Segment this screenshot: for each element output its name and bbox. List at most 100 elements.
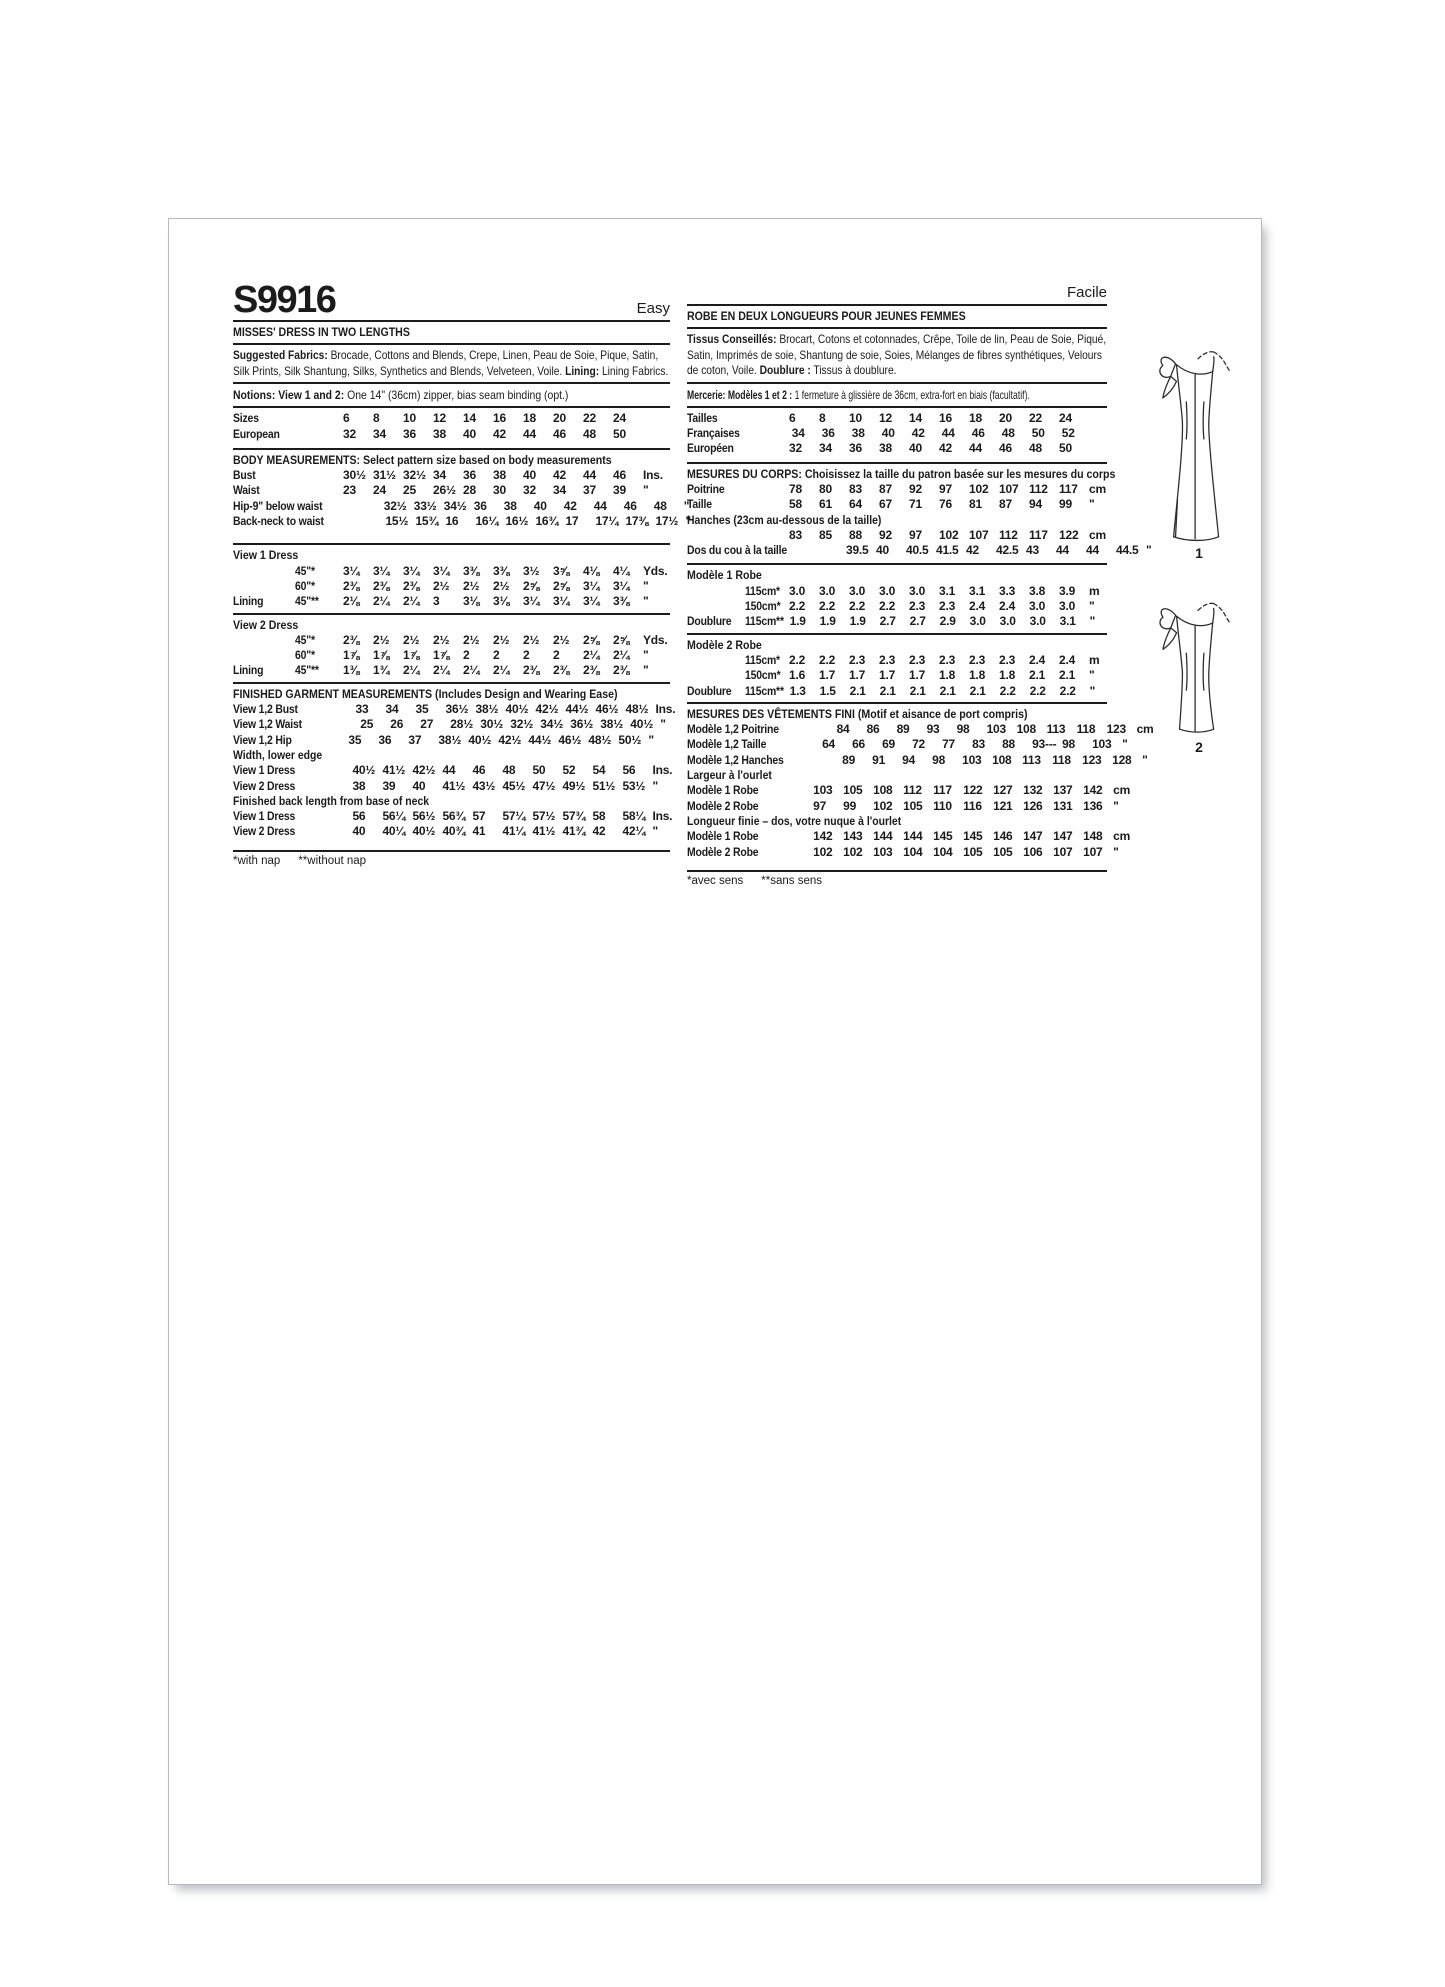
view1-heading-en: View 1 Dress (233, 548, 670, 563)
cell-value: 36 (821, 426, 835, 441)
cell-value: 77 (942, 737, 956, 752)
cell-value: 42 (965, 543, 979, 558)
cell-value: 2⅜ (403, 578, 420, 593)
cell-value: 3¼ (343, 563, 360, 578)
finished-measurements-heading-en: FINISHED GARMENT MEASUREMENTS (Includes … (233, 687, 670, 702)
cell-value: 1.8 (939, 668, 956, 683)
cell-value: 41¼ (502, 824, 526, 839)
row-label: Françaises (687, 426, 748, 441)
row-sublabel (304, 763, 352, 778)
row-label-text: Lining (233, 663, 264, 678)
cell-value: 147 (1053, 829, 1073, 844)
unit-label: " (1089, 683, 1096, 698)
view2-heading-en-text: View 2 Dress (233, 617, 299, 632)
cell-value: 35 (415, 702, 429, 717)
cell-value: 142 (1083, 783, 1103, 798)
finished-measurements-table-en: View 1,2 Bust 33 34 35 36½ 38½ 40½ 42½ 44½ 46½ 48½… (233, 702, 676, 840)
cell-value: 2.9 (939, 614, 956, 629)
cell-value: 40¾ (442, 824, 466, 839)
view2-yardage-table-en: 45"* 2⅜ 2½ 2½ 2½ 2½ 2½ 2½ 2½ 2⅝ 2⅝ Yds. 60"* 1⅞ 1⅞ 1⅞ 1⅞… (233, 633, 670, 679)
cell-value: 127 (993, 783, 1013, 798)
cell-value: 38 (851, 426, 865, 441)
cell-value: 47½ (532, 778, 556, 793)
cell-value: 3.0 (849, 583, 866, 598)
cell-value: 107 (969, 527, 989, 542)
divider (233, 543, 670, 546)
row-label-text: Modèle 1 Robe (687, 829, 759, 844)
unit-label: Ins. (655, 702, 676, 717)
cell-value: 3 (433, 594, 440, 609)
cell-value: 17⅜ (625, 514, 649, 529)
notions-lead-en: Notions: View 1 and 2: (233, 388, 345, 403)
cell-value: 1.7 (819, 668, 836, 683)
cell-value: 48 (583, 426, 596, 441)
unit-label: m (1089, 652, 1100, 667)
cell-value: 2.2 (819, 652, 836, 667)
cell-value: 2.3 (879, 652, 896, 667)
cell-value: 3¼ (403, 563, 420, 578)
table-row: Modèle 1,2 Taille 64 66 69 72 77 83 88 93--- 98 10… (687, 737, 1128, 752)
cell-value: 25 (403, 483, 416, 498)
cell-value: 3.0 (909, 583, 926, 598)
cell-value: 83 (972, 737, 986, 752)
row-label-text: Taille (687, 497, 712, 512)
row-label (687, 668, 745, 683)
row-sublabel (312, 717, 360, 732)
row-sublabel (745, 497, 789, 512)
cell-value: 117 (1059, 481, 1078, 496)
cell-value: 2.1 (969, 683, 986, 698)
cell-value: 2⅜ (553, 663, 570, 678)
cell-value: 44 (442, 763, 456, 778)
table-subheading-text: Longueur finie – dos, votre nuque à l'ou… (687, 813, 902, 828)
cell-value: 4¼ (613, 563, 630, 578)
table-row: Modèle 1 Robe 103 105 108 112 117 122 127 132 137… (687, 783, 1130, 798)
table-row: View 1,2 Waist 25 26 27 28½ 30½ 32½ 34½ 36½ 38½ 40… (233, 717, 670, 732)
cell-value: 40 (881, 426, 895, 441)
cell-value: 40 (909, 441, 922, 456)
cell-value: 102 (969, 481, 989, 496)
cell-value: 102 (813, 844, 833, 859)
cell-value: 52 (562, 763, 576, 778)
garment-title-en: MISSES' DRESS IN TWO LENGTHS (233, 325, 670, 340)
cell-value: 17½ (655, 514, 679, 529)
garment-title-fr-text: ROBE EN DEUX LONGUEURS POUR JEUNES FEMME… (687, 309, 966, 323)
cell-value: 3¼ (613, 578, 630, 593)
cell-value: 93 (926, 722, 940, 737)
lining-lead-fr: Doublure : (759, 363, 811, 378)
cell-value: 40 (523, 468, 536, 483)
cell-value: 44 (583, 468, 596, 483)
cell-value: 2.2 (1059, 683, 1076, 698)
divider (687, 632, 1107, 635)
row-label-text: Modèle 2 Robe (687, 844, 759, 859)
dress-back-view-2-illustration (1159, 602, 1230, 733)
row-label: View 1 Dress (233, 809, 304, 824)
cell-value: 126 (1023, 798, 1043, 813)
unit-label: cm (1136, 722, 1154, 737)
cell-value: 48½ (625, 702, 649, 717)
row-label (687, 653, 745, 668)
cell-value: 42 (592, 824, 606, 839)
row-label-text: View 2 Dress (233, 778, 296, 793)
divider (233, 343, 670, 346)
cell-value: 3¼ (373, 563, 390, 578)
cell-value: 58¼ (622, 809, 646, 824)
cell-value: 2.4 (1059, 652, 1076, 667)
cell-value: 3.3 (999, 583, 1016, 598)
row-sublabel (304, 824, 352, 839)
table-row: 45"* 3¼ 3¼ 3¼ 3¼ 3⅜ 3⅜ 3½ 3⅝ 4⅛ 4¼ Yds. (233, 564, 670, 579)
divider (233, 447, 670, 450)
row-sublabel: 150cm* (745, 668, 789, 683)
row-sublabel: 150cm* (745, 599, 789, 614)
table-subheading-row: Width, lower edge (233, 748, 670, 763)
cell-value: 1.8 (969, 668, 986, 683)
cell-value: 2½ (403, 632, 420, 647)
row-label (233, 648, 295, 663)
row-label: Modèle 1 Robe (687, 783, 769, 798)
masthead: S9916 Easy (233, 275, 670, 319)
table-row: 60"* 1⅞ 1⅞ 1⅞ 1⅞ 2 2 2 2 2¼ 2¼ " (233, 648, 670, 663)
cell-value: 2.2 (999, 683, 1016, 698)
cell-value: 36 (473, 498, 487, 513)
body-measurements-heading-fr-text: MESURES DU CORPS: Choisissez la taille d… (687, 466, 1116, 481)
cell-value: 10 (849, 410, 862, 425)
unit-label: " (1113, 798, 1119, 813)
